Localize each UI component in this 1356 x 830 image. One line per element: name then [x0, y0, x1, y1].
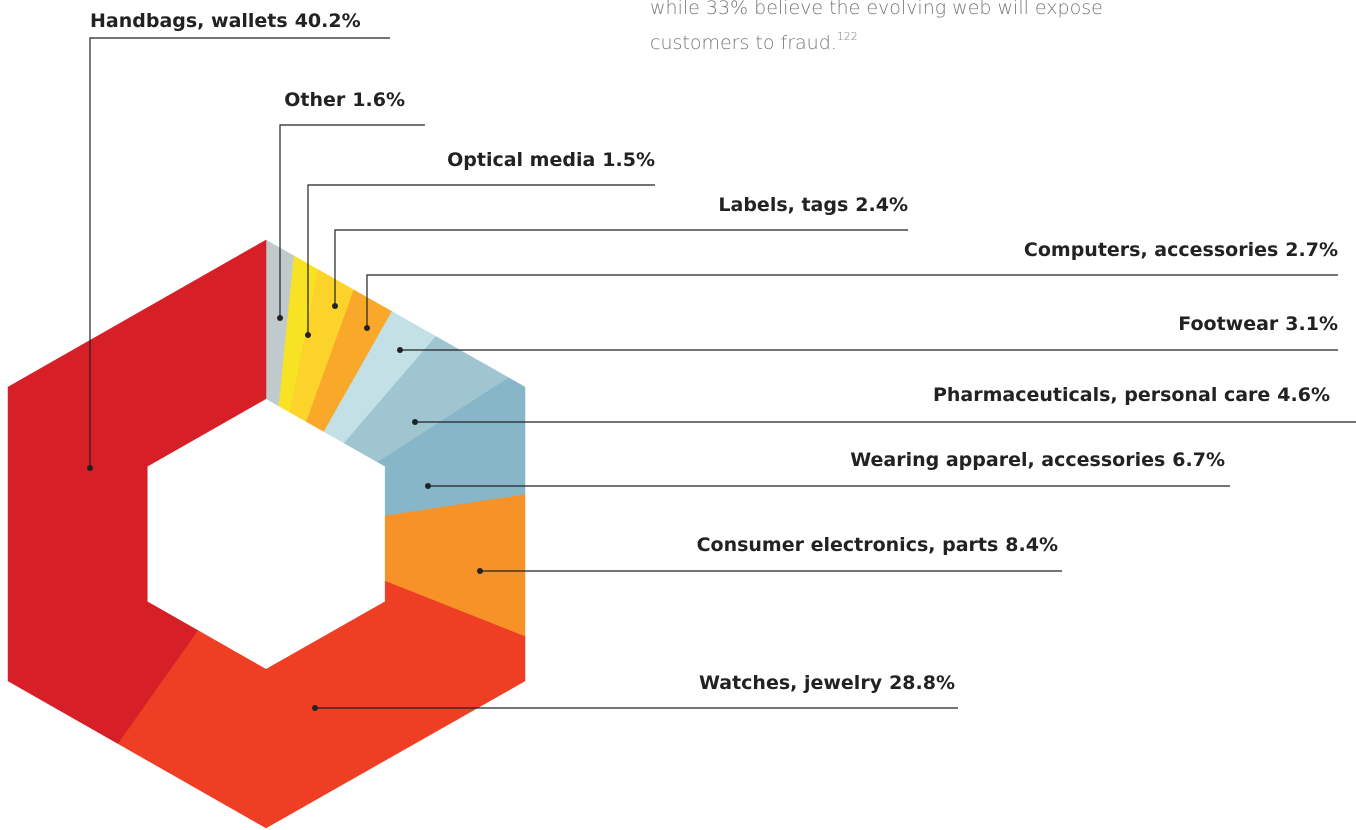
slice: [117, 580, 526, 829]
leader-dot: [477, 568, 483, 574]
value-label: 8.4%: [1005, 534, 1058, 556]
leader-line: [89, 37, 390, 468]
leader-dot: [277, 315, 283, 321]
leader-line: [307, 184, 655, 335]
category-name: Other: [284, 89, 346, 111]
slice-label: Watches, jewelry 28.8%: [699, 672, 955, 694]
value-label: 4.6%: [1277, 384, 1330, 406]
slice-label: Other 1.6%: [284, 89, 405, 111]
value-label: 1.5%: [602, 149, 655, 171]
value-label: 6.7%: [1172, 449, 1225, 471]
value-label: 1.6%: [352, 89, 405, 111]
leader-dot: [87, 465, 93, 471]
slice-label: Consumer electronics, parts 8.4%: [697, 534, 1058, 556]
annotation-text: customers to fraud.: [650, 32, 837, 54]
slice-label: Handbags, wallets 40.2%: [90, 10, 361, 32]
leader-dot: [312, 705, 318, 711]
leader-dot: [305, 332, 311, 338]
annotation-line: customers to fraud.122: [650, 30, 858, 54]
value-label: 40.2%: [295, 10, 361, 32]
slice-label: Wearing apparel, accessories 6.7%: [850, 449, 1225, 471]
slice-label: Optical media 1.5%: [447, 149, 655, 171]
slice-label: Computers, accessories 2.7%: [1024, 239, 1338, 261]
annotation-line: while 33% believe the evolving web will …: [650, 0, 1103, 19]
category-name: Labels, tags: [718, 194, 848, 216]
leader-line: [279, 124, 425, 318]
category-name: Wearing apparel, accessories: [850, 449, 1165, 471]
category-name: Handbags, wallets: [90, 10, 288, 32]
annotation-superscript: 122: [837, 30, 858, 43]
category-name: Watches, jewelry: [699, 672, 883, 694]
leader-dot: [332, 303, 338, 309]
slice-label: Footwear 3.1%: [1178, 313, 1338, 335]
category-name: Pharmaceuticals, personal care: [933, 384, 1270, 406]
leader-dot: [364, 325, 370, 331]
leader-dot: [412, 419, 418, 425]
value-label: 2.4%: [855, 194, 908, 216]
slice-label: Pharmaceuticals, personal care 4.6%: [933, 384, 1330, 406]
leader-line: [366, 274, 1338, 328]
category-name: Consumer electronics, parts: [697, 534, 999, 556]
category-name: Optical media: [447, 149, 595, 171]
value-label: 3.1%: [1285, 313, 1338, 335]
value-label: 2.7%: [1285, 239, 1338, 261]
category-name: Computers, accessories: [1024, 239, 1278, 261]
value-label: 28.8%: [889, 672, 955, 694]
leader-line: [334, 229, 908, 306]
leader-dot: [397, 347, 403, 353]
leader-dot: [425, 483, 431, 489]
slice: [7, 239, 267, 744]
category-name: Footwear: [1178, 313, 1279, 335]
slice-label: Labels, tags 2.4%: [718, 194, 908, 216]
